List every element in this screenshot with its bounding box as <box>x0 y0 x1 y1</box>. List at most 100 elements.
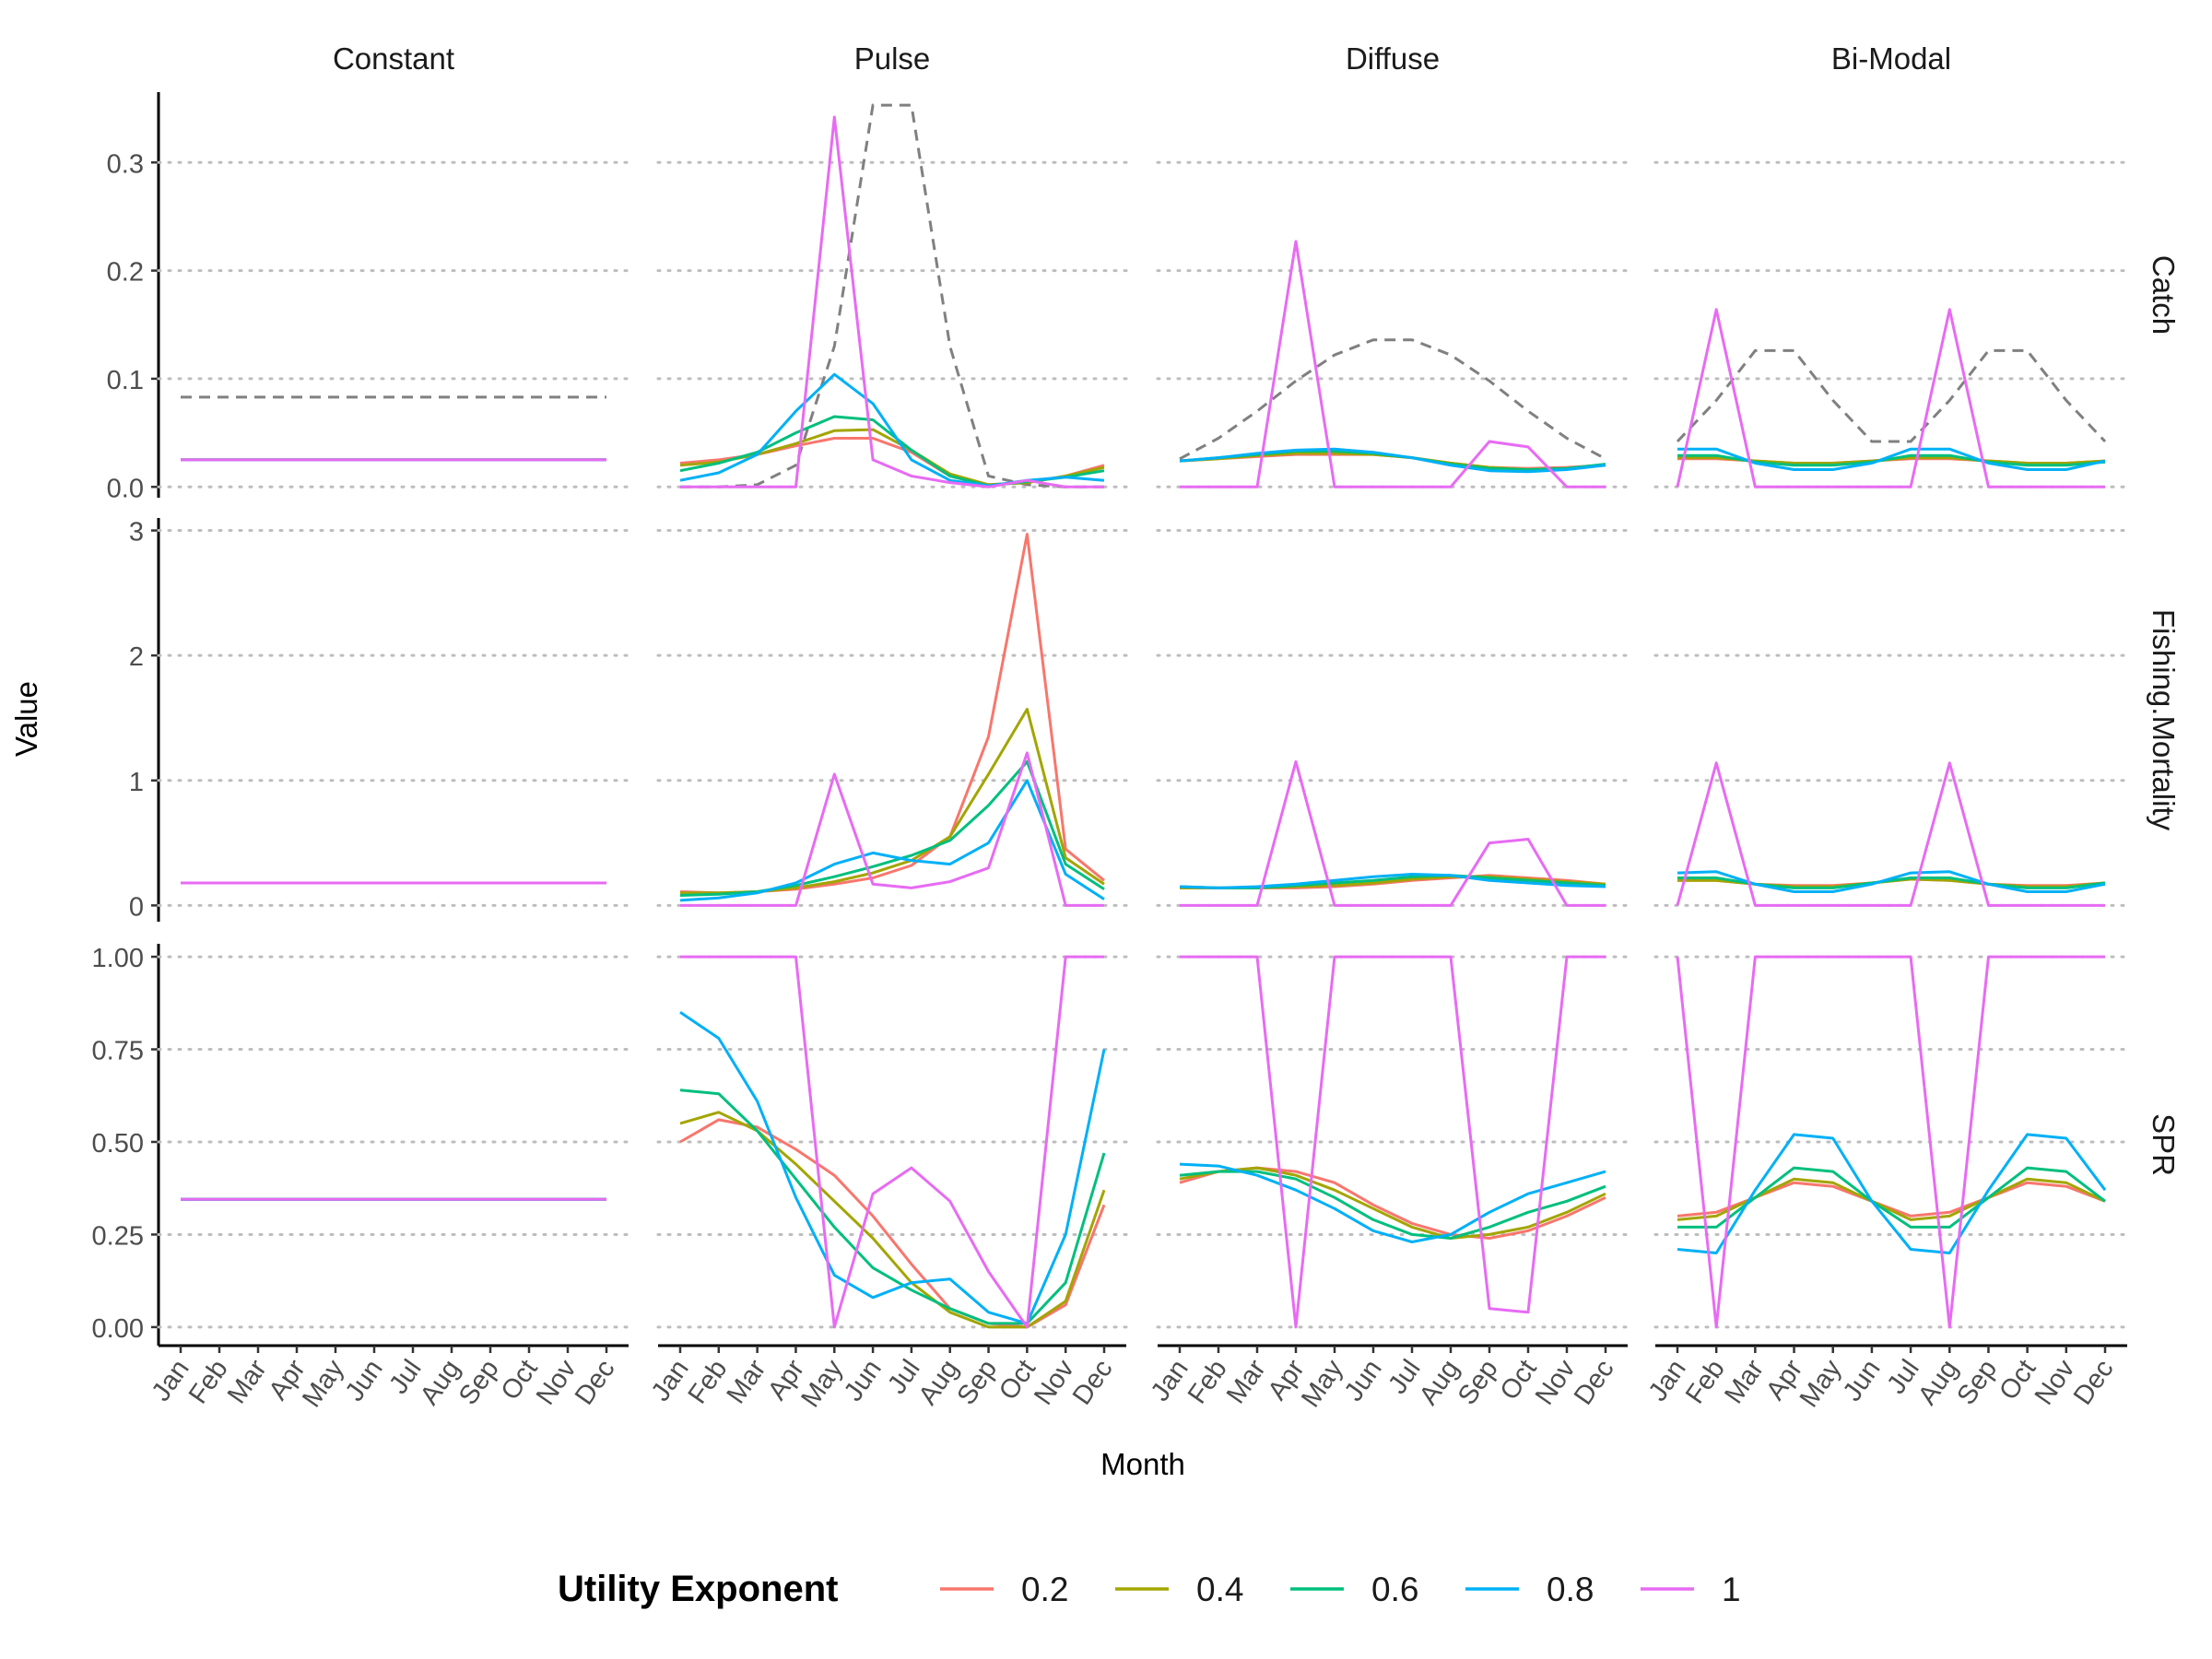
facet-column-label-diffuse: Diffuse <box>1346 41 1440 76</box>
series-line-0-8 <box>679 372 1105 488</box>
x-tick-label: Feb <box>1680 1355 1731 1409</box>
x-tick-label: Jun <box>340 1355 389 1407</box>
x-tick-label: Jun <box>839 1355 888 1407</box>
x-tick-label: Jan <box>1146 1355 1194 1407</box>
legend-label-1: 1 <box>1722 1571 1741 1608</box>
x-tick-label: Feb <box>1182 1355 1233 1409</box>
series-line-1 <box>1180 955 1606 1329</box>
series-line-0-8 <box>679 779 1105 902</box>
x-tick-label: Jan <box>646 1355 695 1407</box>
x-tick-label: Feb <box>683 1355 734 1409</box>
series-line-0-2 <box>679 1118 1106 1329</box>
x-tick-label: Dec <box>1569 1355 1620 1411</box>
y-tick-label: 0.0 <box>107 474 144 503</box>
y-tick-label: 0 <box>129 892 144 922</box>
x-tick-label: Sep <box>1453 1355 1504 1411</box>
series-line-0-8 <box>1179 1162 1606 1243</box>
panel-spr-bi-modal <box>1676 955 2107 1329</box>
facet-row-label-catch: Catch <box>2147 255 2181 335</box>
x-tick-label: Nov <box>2030 1354 2081 1410</box>
x-tick-label: Jan <box>147 1355 195 1407</box>
x-tick-label: Nov <box>1029 1354 1080 1410</box>
panel-catch-bi-modal <box>1676 308 2107 488</box>
series-line-1 <box>1676 308 2105 488</box>
y-tick-label: 0.2 <box>107 258 144 288</box>
x-tick-label: Dec <box>2068 1355 2120 1411</box>
series-line-0-8 <box>1677 1133 2107 1254</box>
y-tick-label: 0.00 <box>92 1314 144 1344</box>
panel-fishing-mortality-bi-modal <box>1676 761 2106 907</box>
x-tick-label: Dec <box>570 1355 621 1411</box>
panel-catch-diffuse <box>1179 240 1606 488</box>
x-tick-label: Nov <box>531 1354 582 1410</box>
series-line-1 <box>680 751 1104 907</box>
y-tick-label: 0.1 <box>107 366 144 395</box>
series-line-1 <box>1180 759 1606 907</box>
x-tick-label: Aug <box>415 1355 466 1411</box>
series-line-0-8 <box>679 1011 1106 1325</box>
facet-column-label-pulse: Pulse <box>854 41 931 76</box>
x-tick-label: May <box>297 1354 350 1413</box>
reference-line <box>1676 348 2107 443</box>
panel-catch-pulse <box>679 103 1105 488</box>
series-line-0-6 <box>679 1088 1106 1325</box>
series-line-0-4 <box>1179 1166 1606 1240</box>
x-tick-label: Nov <box>1530 1354 1582 1410</box>
x-tick-label: Aug <box>1414 1355 1465 1411</box>
x-tick-label: May <box>1794 1354 1848 1413</box>
series-line-0-6 <box>1179 1170 1606 1240</box>
x-tick-label: Sep <box>951 1355 1003 1411</box>
series-line-0-8 <box>1179 447 1606 474</box>
panel-spr-pulse <box>679 955 1106 1329</box>
y-tick-label: 1.00 <box>92 944 144 973</box>
series-line-1 <box>1676 761 2105 907</box>
series-line-0-8 <box>1179 873 1606 889</box>
y-tick-label: 2 <box>129 642 144 672</box>
facet-row-label-fishing-mortality: Fishing.Mortality <box>2147 609 2181 831</box>
legend-label-0-6: 0.6 <box>1371 1571 1418 1608</box>
y-tick-label: 1 <box>129 768 144 797</box>
y-tick-label: 3 <box>129 518 144 547</box>
y-tick-label: 0.3 <box>107 149 144 179</box>
legend-label-0-8: 0.8 <box>1547 1571 1594 1608</box>
x-tick-label: Mar <box>722 1354 772 1409</box>
x-tick-label: Mar <box>1221 1354 1272 1409</box>
series-line-1 <box>1676 955 2105 1329</box>
x-tick-label: Dec <box>1067 1355 1119 1411</box>
series-line-1 <box>680 115 1104 488</box>
x-tick-label: Jun <box>1838 1355 1887 1407</box>
x-tick-label: Jan <box>1643 1355 1692 1407</box>
x-tick-label: Aug <box>1912 1355 1964 1411</box>
facet-row-label-spr: SPR <box>2147 1113 2181 1176</box>
legend: 0.2 0.4 0.6 0.8 1 <box>940 1571 1741 1608</box>
facet-column-label-constant: Constant <box>333 41 454 76</box>
legend-label-0-2: 0.2 <box>1021 1571 1068 1608</box>
panel-fishing-mortality-pulse <box>679 533 1105 907</box>
series-line-0-6 <box>679 415 1105 488</box>
y-axis-title: Value <box>9 681 43 757</box>
x-tick-label: Mar <box>1719 1354 1770 1409</box>
x-tick-label: Sep <box>453 1355 505 1411</box>
x-tick-label: Feb <box>183 1355 234 1409</box>
reference-line <box>1179 338 1606 461</box>
series-line-1 <box>1180 240 1606 488</box>
y-tick-label: 0.75 <box>92 1037 144 1066</box>
panel-fishing-mortality-diffuse <box>1179 759 1606 907</box>
series-line-0-4 <box>679 1111 1106 1329</box>
legend-label-0-4: 0.4 <box>1196 1571 1243 1608</box>
x-tick-label: Aug <box>913 1355 965 1411</box>
panel-spr-diffuse <box>1179 955 1606 1329</box>
x-tick-label: Mar <box>222 1354 273 1409</box>
x-tick-label: May <box>1296 1354 1349 1413</box>
y-tick-label: 0.50 <box>92 1129 144 1159</box>
x-tick-label: May <box>795 1354 849 1413</box>
x-tick-label: Jun <box>1339 1355 1388 1407</box>
legend-title: Utility Exponent <box>558 1569 838 1609</box>
panel-catch-constant <box>181 395 606 462</box>
series-line-0-2 <box>679 533 1105 895</box>
series-line-0-6 <box>1677 1166 2106 1229</box>
x-tick-label: Sep <box>1951 1355 2003 1411</box>
x-axis-title: Month <box>1100 1447 1185 1481</box>
facet-column-label-bi-modal: Bi-Modal <box>1831 41 1951 76</box>
